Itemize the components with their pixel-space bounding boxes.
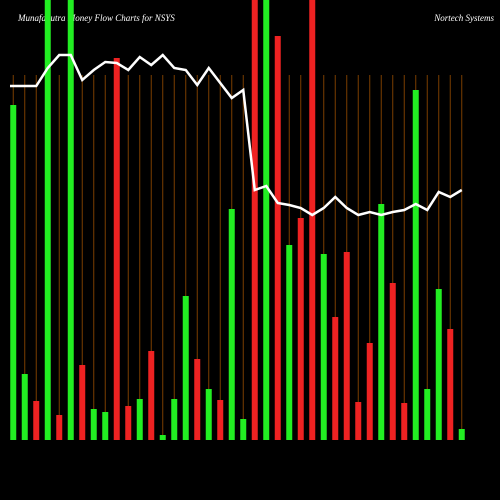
bar (102, 412, 109, 440)
bar (240, 419, 247, 440)
bar (424, 389, 431, 440)
bar (309, 0, 316, 440)
bar (263, 0, 270, 440)
bar (217, 400, 224, 440)
bar (378, 204, 385, 440)
bar (79, 365, 86, 440)
chart-subtitle: Nortech Systems (433, 13, 494, 23)
bar (56, 415, 63, 440)
bar (274, 36, 281, 440)
bar (148, 351, 155, 440)
bar (136, 399, 143, 440)
bar (412, 90, 419, 440)
bar (447, 329, 454, 440)
bar (389, 283, 396, 440)
bar (401, 403, 408, 440)
bar (10, 105, 17, 440)
bar (44, 0, 51, 440)
bar (90, 409, 97, 440)
bar (205, 389, 212, 440)
chart-title: MunafaSutra Money Flow Charts for NSYS (17, 13, 175, 23)
bar (332, 317, 339, 440)
bar (67, 0, 74, 440)
bar (343, 252, 350, 440)
bar (125, 406, 132, 440)
bar (21, 374, 28, 440)
bar (286, 245, 293, 440)
bar (435, 289, 442, 440)
bar (251, 0, 258, 440)
bar (320, 254, 327, 440)
bar (366, 343, 373, 440)
bar (297, 218, 304, 440)
bar (228, 209, 235, 440)
bar (113, 58, 120, 440)
bar (33, 401, 40, 440)
bar (458, 429, 465, 440)
bar (355, 402, 362, 440)
bar (182, 296, 189, 440)
bar (171, 399, 178, 440)
price-line (10, 53, 463, 217)
bar (159, 435, 166, 440)
bar (194, 359, 201, 440)
